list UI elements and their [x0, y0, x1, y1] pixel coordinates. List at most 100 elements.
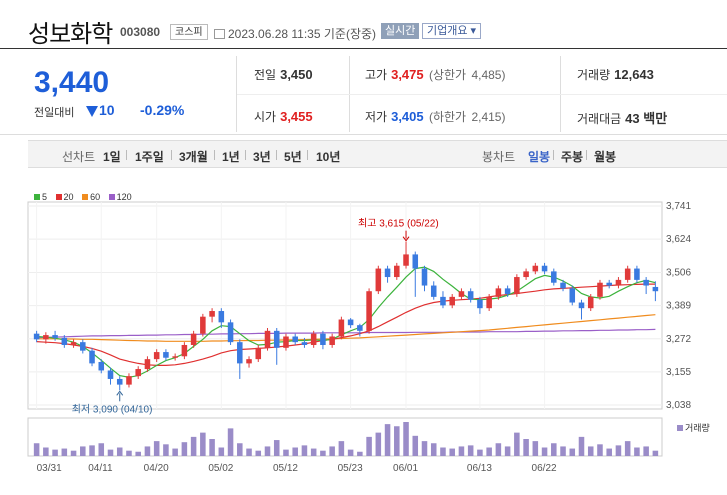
candle-body	[33, 333, 40, 340]
candle-weekly[interactable]: 주봉	[561, 150, 584, 164]
x-tick-label: 06/22	[532, 463, 557, 474]
volume-bar	[163, 444, 169, 456]
divider	[171, 150, 172, 160]
legend-ma20: 20	[55, 192, 74, 202]
candle-body	[504, 288, 511, 295]
candle-body	[255, 347, 262, 360]
stock-header: 성보화학 003080 코스피 2023.06.28 11:35 기준(장중) …	[0, 0, 727, 48]
volume-bar	[43, 447, 49, 456]
high-arrow-head	[402, 236, 410, 242]
volume-bar	[560, 446, 566, 456]
open-price: 시가 3,455	[254, 109, 313, 124]
line-chart-label: 선차트	[62, 150, 96, 164]
volume-bar	[209, 439, 215, 456]
volume-bar	[283, 449, 289, 456]
candle-body	[61, 337, 68, 345]
volume-bar	[440, 447, 446, 456]
volume-bar	[200, 432, 206, 456]
ma60-line	[36, 314, 656, 342]
candle-body	[218, 311, 225, 323]
change-value: 10	[99, 102, 115, 118]
change-percent: -0.29%	[140, 102, 185, 118]
volume-bar	[504, 446, 511, 456]
divider	[245, 150, 246, 160]
candle-body	[421, 268, 428, 286]
volume-bar	[421, 441, 428, 456]
candle-daily[interactable]: 일봉	[528, 150, 551, 164]
candle-body	[366, 291, 372, 331]
legend-swatch	[677, 425, 683, 431]
candle-body	[200, 316, 206, 334]
volume-bar	[532, 441, 539, 456]
stock-name: 성보화학	[28, 21, 113, 48]
candle-body	[80, 342, 86, 351]
candle-body	[578, 302, 585, 309]
period-3m[interactable]: 3개월	[179, 150, 208, 164]
candle-body	[449, 296, 455, 306]
x-tick-label: 06/13	[467, 463, 492, 474]
candle-chart-label: 봉차트	[482, 150, 516, 164]
x-tick-label: 04/20	[144, 463, 169, 474]
divider	[586, 150, 587, 160]
candle-body	[412, 254, 419, 269]
candle-body	[70, 342, 77, 345]
volume-bar	[606, 448, 612, 456]
volume-bar	[218, 447, 225, 456]
volume-bar	[301, 445, 308, 456]
candle-body	[458, 291, 465, 297]
volume-bar	[347, 449, 354, 456]
candle-body	[477, 299, 483, 309]
volume-bar	[52, 449, 58, 456]
candle-body	[652, 286, 659, 292]
period-10y[interactable]: 10년	[316, 150, 341, 164]
volume-bar	[597, 444, 603, 456]
period-1w[interactable]: 1주일	[135, 150, 164, 164]
period-bar: 선차트 1일 1주일 3개월 1년 3년 5년 10년 봉차트 일봉 주봉 월봉	[28, 140, 727, 168]
legend-swatch	[55, 194, 62, 200]
candle-body	[320, 333, 326, 345]
volume-bar	[310, 448, 317, 456]
low-annotation: 최저 3,090 (04/10)	[72, 403, 153, 415]
divider	[276, 150, 277, 160]
datetime-text: 2023.06.28 11:35 기준(장중)	[228, 27, 377, 41]
candle-body	[172, 356, 178, 358]
candle-body	[634, 268, 640, 280]
low-price: 저가 3,405 (하한가 2,415)	[365, 109, 506, 124]
legend-ma120: 120	[108, 192, 132, 202]
volume-bar	[357, 451, 363, 456]
volume-bar	[458, 446, 465, 456]
volume-bar	[246, 448, 252, 456]
volume-bar	[412, 435, 419, 456]
candle-body	[89, 350, 95, 364]
candle-body	[357, 325, 363, 331]
volume-bar	[634, 447, 640, 456]
period-5y[interactable]: 5년	[284, 150, 302, 164]
realtime-badge[interactable]: 실시간	[381, 23, 420, 39]
candle-body	[606, 282, 612, 286]
volume-bar	[467, 445, 474, 456]
volume-bar	[449, 448, 455, 456]
candle-body	[347, 319, 354, 326]
volume-bar	[403, 422, 409, 456]
volume-bar	[190, 436, 197, 456]
volume-bar	[98, 443, 105, 456]
candle-monthly[interactable]: 월봉	[594, 150, 617, 164]
company-info-button[interactable]: 기업개요 ▾	[422, 23, 482, 39]
volume-bar	[587, 446, 594, 456]
period-3y[interactable]: 3년	[253, 150, 271, 164]
candle-body	[375, 268, 382, 292]
period-1d[interactable]: 1일	[103, 150, 121, 164]
period-1y[interactable]: 1년	[222, 150, 240, 164]
volume-bar	[514, 432, 520, 456]
stock-code: 003080	[120, 25, 161, 39]
x-tick-label: 03/31	[37, 463, 62, 474]
volume-bar	[264, 446, 271, 456]
x-tick-label: 05/23	[338, 463, 363, 474]
volume-bar	[273, 440, 280, 456]
candle-body	[338, 319, 345, 337]
volume-bar	[569, 448, 576, 456]
candle-body	[209, 311, 215, 317]
divider	[0, 134, 727, 135]
x-tick-label: 04/11	[88, 463, 113, 474]
